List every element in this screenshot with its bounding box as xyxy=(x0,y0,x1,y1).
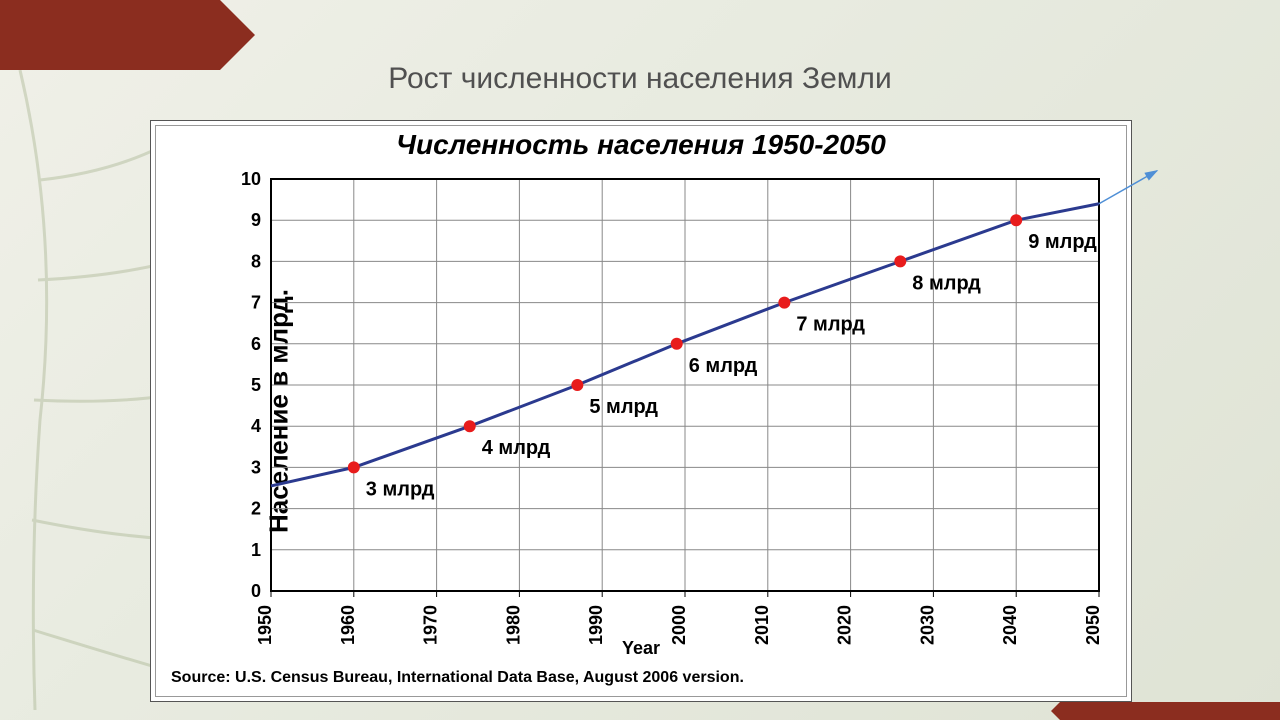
data-point xyxy=(348,461,360,473)
svg-text:2010: 2010 xyxy=(752,605,772,645)
svg-text:2040: 2040 xyxy=(1000,605,1020,645)
svg-text:1950: 1950 xyxy=(255,605,275,645)
data-point-label: 5 млрд xyxy=(589,396,658,418)
data-point-label: 8 млрд xyxy=(912,272,981,294)
chart-container: Численность населения 1950-2050 Населени… xyxy=(150,120,1132,702)
chart-svg: 0123456789101950196019701980199020002010… xyxy=(271,179,1099,591)
svg-text:2030: 2030 xyxy=(917,605,937,645)
chart-source: Source: U.S. Census Bureau, Internationa… xyxy=(171,669,744,687)
slide-title: Рост численности населения Земли xyxy=(388,62,891,96)
x-axis-label: Year xyxy=(622,638,660,659)
svg-text:4: 4 xyxy=(251,416,261,436)
data-point-label: 3 млрд xyxy=(366,478,435,500)
chart-title: Численность населения 1950-2050 xyxy=(151,129,1131,161)
data-point-label: 7 млрд xyxy=(796,314,865,336)
data-point xyxy=(464,420,476,432)
svg-text:3: 3 xyxy=(251,457,261,477)
data-point-label: 9 млрд xyxy=(1028,231,1097,253)
data-point-label: 6 млрд xyxy=(689,355,758,377)
y-ticks: 0 1 2 3 4 5 6 7 8 9 10 xyxy=(241,169,261,601)
svg-text:1990: 1990 xyxy=(586,605,606,645)
svg-text:1970: 1970 xyxy=(421,605,441,645)
svg-text:8: 8 xyxy=(251,251,261,271)
svg-text:1: 1 xyxy=(251,540,261,560)
data-point xyxy=(1010,214,1022,226)
svg-text:1960: 1960 xyxy=(338,605,358,645)
data-point xyxy=(778,297,790,309)
svg-text:2020: 2020 xyxy=(835,605,855,645)
svg-text:2050: 2050 xyxy=(1083,605,1103,645)
accent-banner-top xyxy=(0,0,220,70)
svg-text:10: 10 xyxy=(241,169,261,189)
data-point-label: 4 млрд xyxy=(482,437,551,459)
data-point xyxy=(671,338,683,350)
svg-text:1980: 1980 xyxy=(503,605,523,645)
grid xyxy=(271,179,1099,591)
svg-text:2000: 2000 xyxy=(669,605,689,645)
svg-text:6: 6 xyxy=(251,334,261,354)
svg-text:0: 0 xyxy=(251,581,261,601)
svg-text:2: 2 xyxy=(251,499,261,519)
data-point xyxy=(571,379,583,391)
svg-text:5: 5 xyxy=(251,375,261,395)
svg-text:9: 9 xyxy=(251,210,261,230)
svg-text:7: 7 xyxy=(251,293,261,313)
x-ticks: 1950 1960 1970 1980 1990 2000 2010 2020 2030 2040… xyxy=(255,591,1103,645)
data-point xyxy=(894,255,906,267)
plot-area: 0123456789101950196019701980199020002010… xyxy=(271,179,1099,591)
accent-banner-bottom xyxy=(1060,702,1280,720)
